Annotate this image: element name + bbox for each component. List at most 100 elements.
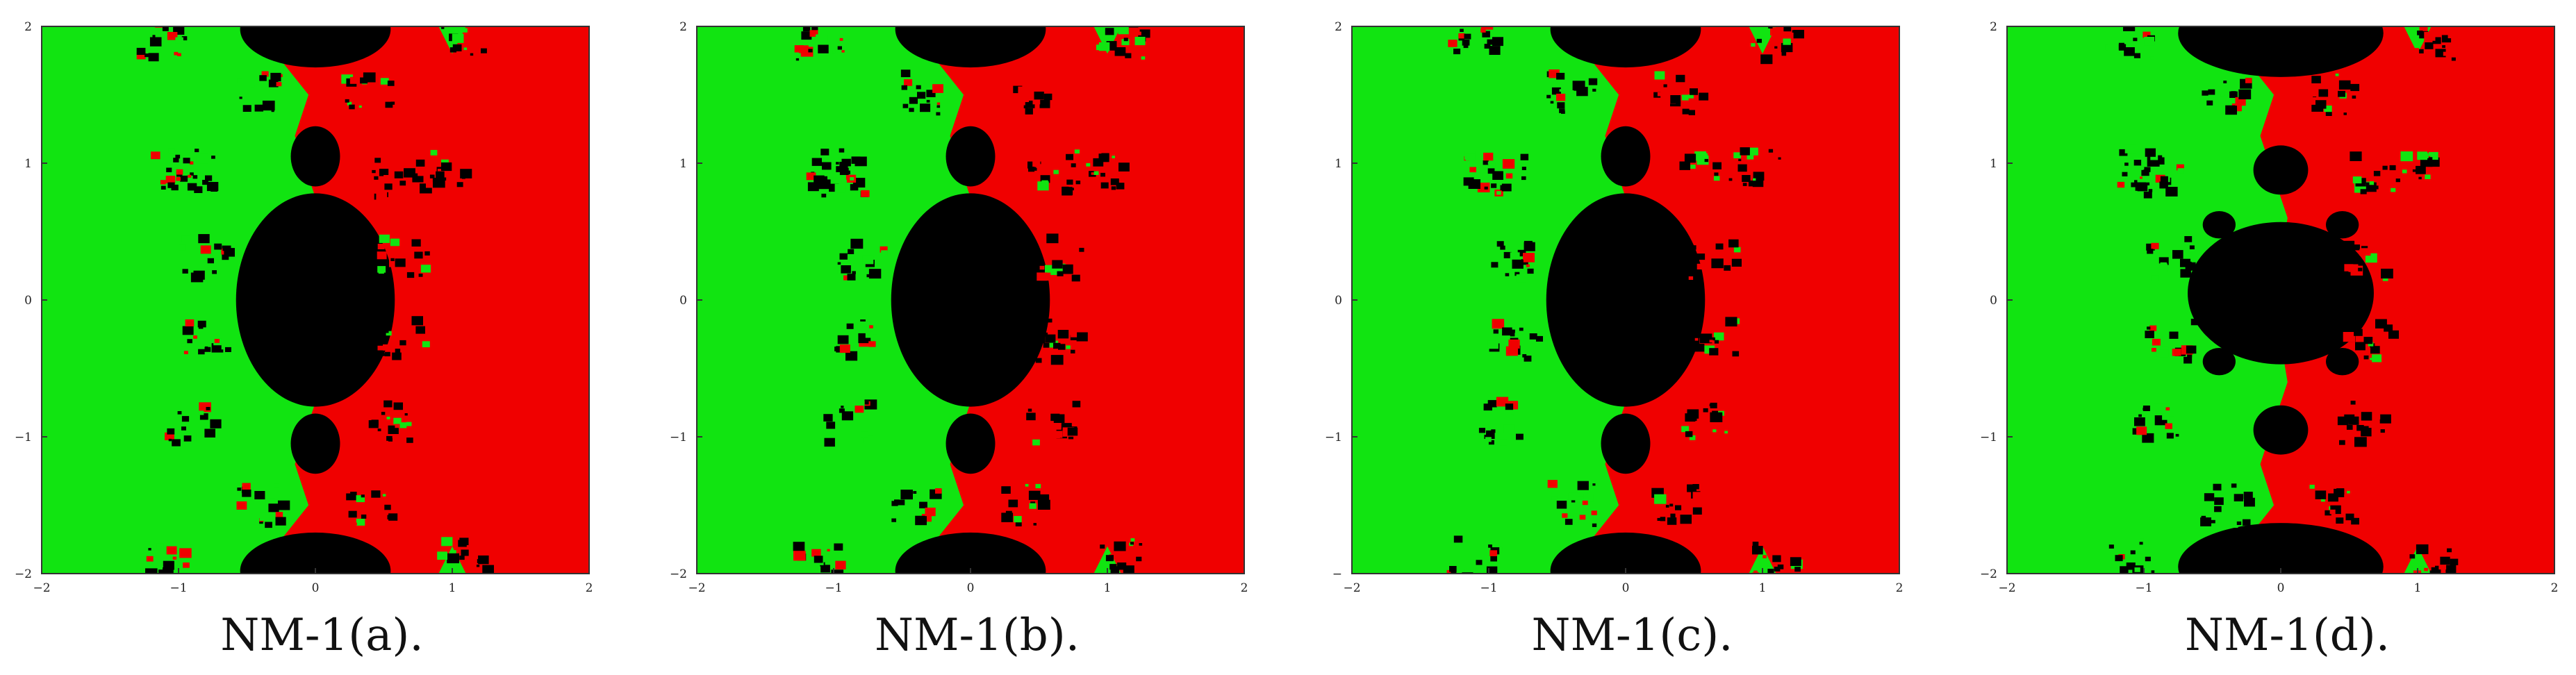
fractal-speck [237,78,242,83]
fractal-speck [2377,330,2380,333]
basin-plot-panel-d: −2 −1 0 1 2 2 1 0 −1 −2 NM-1(d). [1965,0,2576,675]
fractal-speck [385,101,393,108]
fractal-speck [2124,162,2129,166]
fractal-speck [355,91,361,96]
basin-sliver [1749,26,1776,54]
fractal-speck [354,522,357,526]
x-tick-label: −2 [33,581,50,595]
fractal-speck [2152,348,2156,352]
basin-sliver [1749,546,1776,574]
fractal-speck [2308,97,2318,105]
fractal-speck [1568,492,1578,501]
divergent-bulb [2253,145,2309,195]
divergent-bulb [946,413,996,474]
fractal-speck [1689,415,1697,422]
fractal-speck [863,435,873,444]
fractal-speck [2416,15,2426,23]
fractal-speck [2416,165,2426,174]
fractal-speck [2139,542,2143,545]
fractal-speck [1696,263,1704,269]
fractal-speck [193,335,197,339]
fractal-speck [166,167,172,172]
fractal-speck [2244,497,2255,507]
fractal-speck [880,246,888,253]
fractal-speck [1760,54,1773,65]
fractal-speck [2152,338,2161,346]
fractal-speck [1654,494,1667,504]
fractal-speck [1794,567,1801,572]
fractal-speck [1551,87,1561,95]
fractal-speck [177,411,182,415]
fractal-speck [2185,272,2192,277]
fractal-speck [1592,483,1596,486]
fractal-speck [2318,89,2329,97]
fractal-speck [1071,332,1078,338]
fractal-speck [2134,567,2140,572]
fractal-speck [482,565,494,574]
fractal-speck [801,31,812,40]
y-tick-label: −2 [1980,567,1997,581]
fractal-speck [1496,191,1501,195]
fractal-speck [1027,161,1037,169]
basin-plot-c: −2 −1 0 1 2 2 1 0 −1 − [1325,20,1903,595]
y-tick-label: − [1332,567,1342,581]
fractal-speck [2187,353,2193,358]
fractal-speck [274,483,279,488]
fractal-speck [1550,101,1554,104]
fractal-speck [399,422,407,428]
fractal-speck [181,416,190,422]
fractal-speck [358,105,362,108]
fractal-speck [2383,189,2387,192]
fractal-speck [2120,566,2129,574]
fractal-speck [1679,161,1690,170]
fractal-speck [1709,340,1713,343]
fractal-speck [2202,90,2208,96]
fractal-speck [1722,237,1727,242]
fractal-speck [149,37,162,47]
fractal-speck [843,275,850,281]
fractal-speck [1756,38,1762,43]
fractal-speck [901,85,907,90]
fractal-speck [276,112,279,115]
fractal-speck [1704,249,1710,254]
fractal-speck [2176,164,2184,171]
fractal-speck [1762,555,1767,558]
fractal-speck [2124,144,2136,153]
fractal-speck [1784,558,1790,562]
fractal-speck [456,182,463,188]
fractal-speck [1774,46,1778,49]
fractal-speck [1683,181,1689,185]
fractal-speck [254,491,265,500]
fractal-speck [158,569,166,574]
fractal-speck [1768,149,1774,153]
fractal-speck [356,518,365,526]
fractal-speck [2338,80,2351,90]
fractal-speck [1760,576,1767,581]
fractal-speck [1037,272,1048,281]
y-tick-label: −1 [670,431,687,444]
fractal-speck [1480,26,1494,30]
fractal-speck [1491,429,1496,433]
fractal-speck [2141,169,2149,176]
fractal-speck [1500,160,1504,164]
fractal-speck [2452,47,2456,51]
fractal-speck [2158,257,2169,265]
fractal-speck [1670,95,1681,103]
fractal-speck [1035,358,1042,363]
fractal-speck [2163,408,2174,417]
fractal-speck [2142,433,2154,443]
fractal-speck [1505,273,1510,276]
fractal-speck [2438,563,2447,570]
fractal-speck [904,79,913,86]
fractal-speck [2425,42,2434,49]
fractal-speck [381,353,386,356]
fractal-speck [2160,176,2168,183]
fractal-speck [447,553,459,564]
fractal-speck [867,326,877,335]
fractal-speck [162,26,169,31]
y-tick-label: 1 [24,157,32,171]
fractal-speck [818,560,824,565]
fractal-speck [1121,39,1130,46]
basin-sliver [1093,26,1121,54]
fractal-speck [399,340,406,346]
